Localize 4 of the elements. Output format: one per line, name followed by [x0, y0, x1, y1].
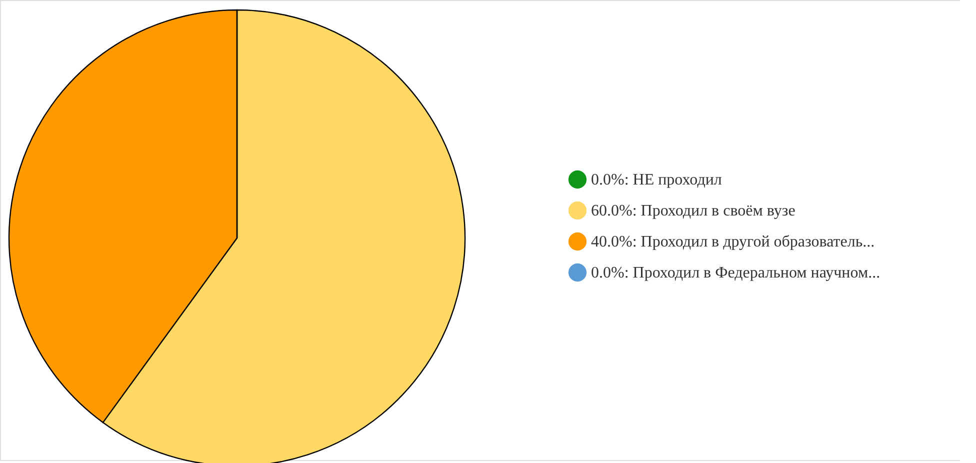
legend-label: 0.0%: НЕ проходил: [591, 172, 722, 188]
legend-label: 0.0%: Проходил в Федеральном научном...: [591, 264, 880, 282]
legend-label: 60.0%: Проходил в своём вузе: [591, 202, 796, 220]
legend-label: 40.0%: Проходил в другой образователь...: [591, 234, 875, 250]
